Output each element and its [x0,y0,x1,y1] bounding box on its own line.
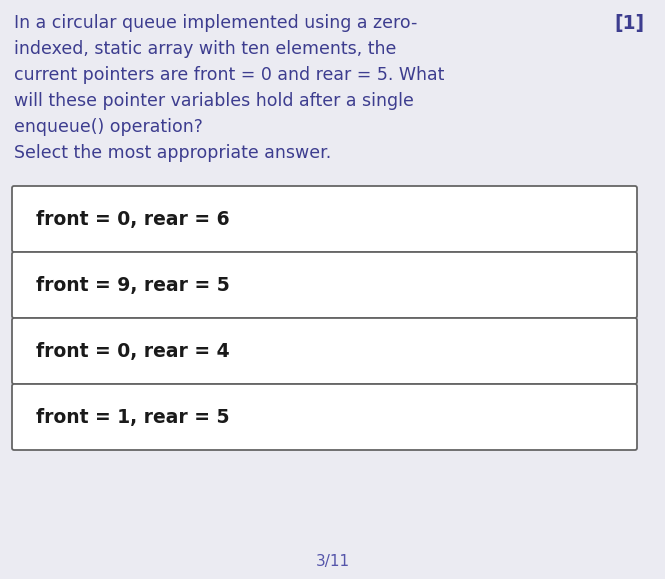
FancyBboxPatch shape [12,186,637,252]
Text: enqueue() operation?: enqueue() operation? [14,118,203,136]
Text: In a circular queue implemented using a zero-: In a circular queue implemented using a … [14,14,418,32]
Text: Select the most appropriate answer.: Select the most appropriate answer. [14,144,331,162]
Text: 3/11: 3/11 [315,554,350,569]
Text: front = 0, rear = 6: front = 0, rear = 6 [36,210,229,229]
FancyBboxPatch shape [12,318,637,384]
FancyBboxPatch shape [12,252,637,318]
FancyBboxPatch shape [12,384,637,450]
Text: front = 0, rear = 4: front = 0, rear = 4 [36,342,229,361]
Text: [1]: [1] [615,14,645,33]
Text: will these pointer variables hold after a single: will these pointer variables hold after … [14,92,414,110]
Text: front = 1, rear = 5: front = 1, rear = 5 [36,408,229,427]
Text: current pointers are front = 0 and rear = 5. What: current pointers are front = 0 and rear … [14,66,444,84]
Text: front = 9, rear = 5: front = 9, rear = 5 [36,276,229,295]
Text: indexed, static array with ten elements, the: indexed, static array with ten elements,… [14,40,396,58]
